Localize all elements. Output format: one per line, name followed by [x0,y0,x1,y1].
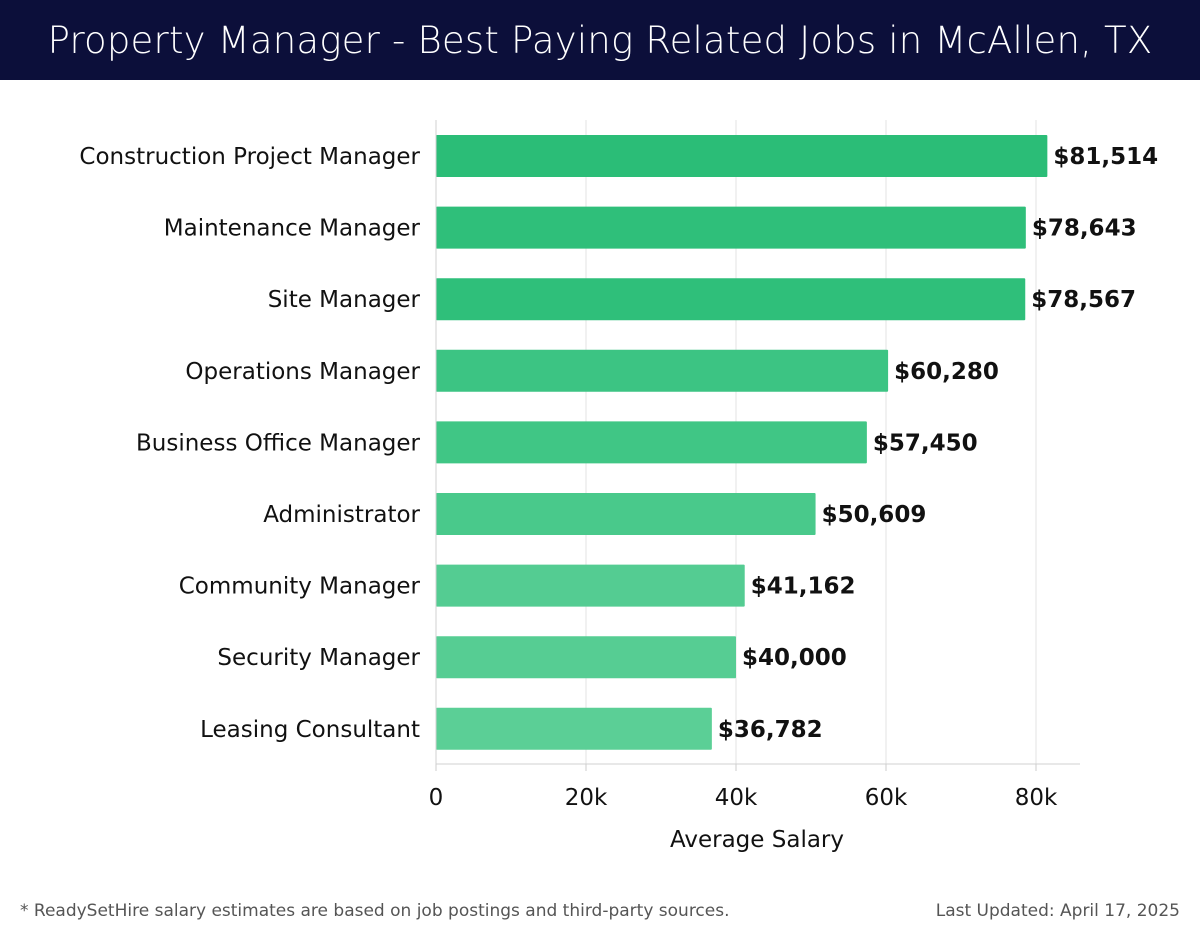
bar [436,206,1026,249]
data-label: $78,643 [1032,216,1137,242]
x-tick-label: 0 [429,785,444,811]
salary-bar-chart: Construction Project Manager $81,514 Maint… [79,120,1158,853]
category-label: Maintenance Manager [164,216,421,242]
data-label: $36,782 [718,717,823,743]
data-label: $41,162 [751,574,856,600]
bar [436,421,867,464]
category-label: Administrator [263,502,420,528]
last-updated: Last Updated: April 17, 2025 [935,901,1180,921]
category-label: Construction Project Manager [79,144,420,170]
category-label: Business Office Manager [136,430,421,456]
chart-header: Property Manager - Best Paying Related J… [0,0,1200,80]
category-label: Security Manager [217,645,420,671]
bar [436,564,745,607]
data-label: $40,000 [742,645,847,671]
category-label: Operations Manager [185,359,420,385]
bar [436,493,816,535]
data-label: $50,609 [822,502,927,528]
category-label: Site Manager [268,287,421,313]
bar [436,278,1026,321]
x-tick-label: 80k [1015,785,1058,811]
bar [436,636,736,679]
data-label: $81,514 [1053,144,1158,170]
data-label: $57,450 [873,430,978,456]
axes: 0 20k 40k 60k 80k [429,120,1080,811]
x-tick-label: 20k [565,785,608,811]
category-label: Leasing Consultant [200,717,420,743]
x-tick-label: 40k [715,785,758,811]
x-tick-label: 60k [865,785,908,811]
x-axis-label: Average Salary [670,827,844,853]
data-label: $78,567 [1031,287,1136,313]
bars: Construction Project Manager $81,514 Maint… [79,135,1158,750]
chart-title: Property Manager - Best Paying Related J… [47,18,1153,62]
bar [436,349,889,392]
data-label: $60,280 [894,359,999,385]
bar [436,135,1048,177]
category-label: Community Manager [179,574,421,600]
bar [436,707,712,750]
footer-note: * ReadySetHire salary estimates are base… [20,901,730,921]
